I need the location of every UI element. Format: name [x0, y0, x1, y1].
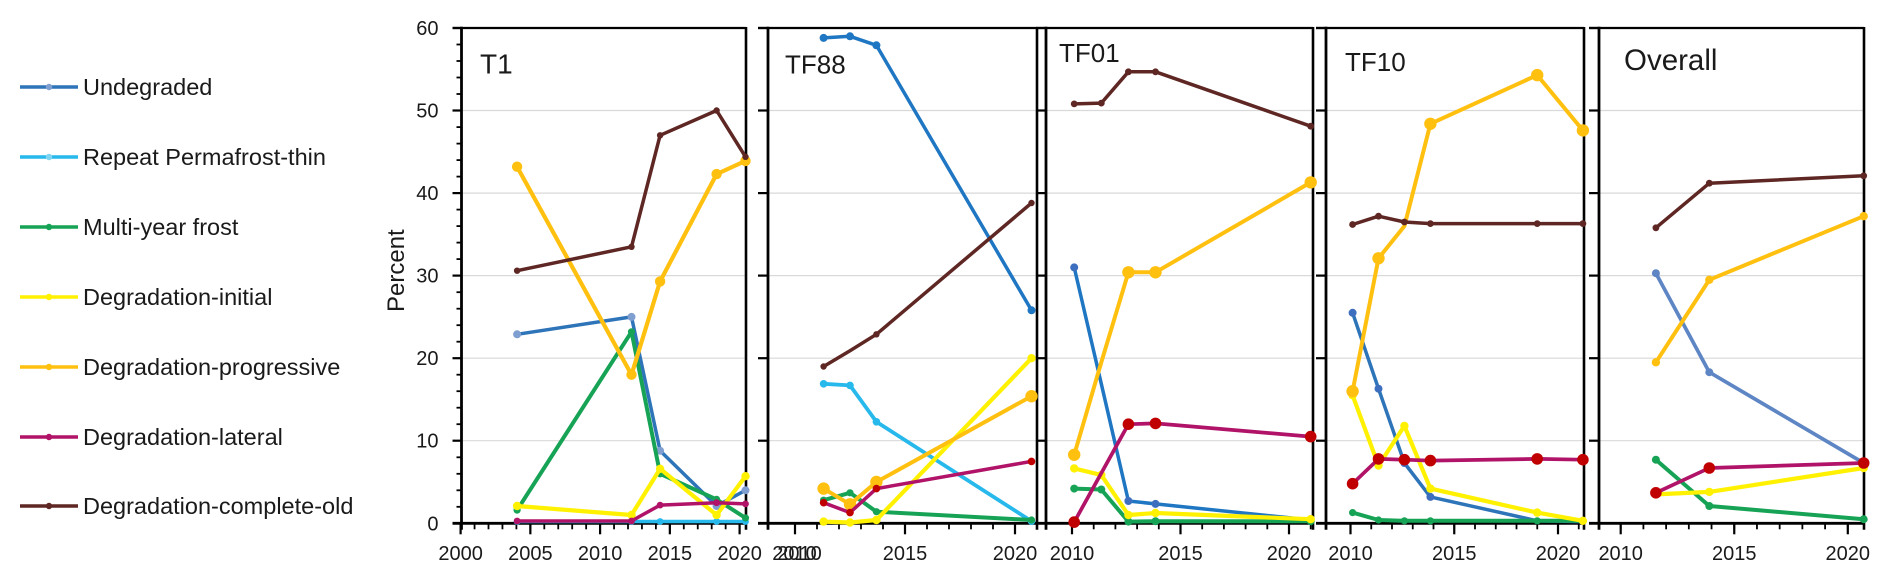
svg-text:2020: 2020: [1826, 543, 1871, 565]
svg-text:2020: 2020: [993, 543, 1038, 565]
svg-text:Undegraded: Undegraded: [83, 74, 212, 100]
svg-text:TF01: TF01: [1059, 38, 1120, 68]
svg-text:2015: 2015: [1158, 543, 1203, 565]
svg-text:2010: 2010: [1050, 543, 1095, 565]
svg-text:2005: 2005: [508, 543, 553, 565]
svg-text:TF10: TF10: [1345, 47, 1406, 77]
svg-text:10: 10: [416, 431, 438, 453]
svg-text:Percent: Percent: [383, 229, 410, 312]
svg-text:2010: 2010: [1328, 543, 1373, 565]
svg-text:Overall: Overall: [1624, 44, 1717, 77]
svg-text:50: 50: [416, 101, 438, 123]
svg-text:20: 20: [416, 348, 438, 370]
svg-text:40: 40: [416, 183, 438, 205]
svg-text:Degradation-initial: Degradation-initial: [83, 284, 272, 310]
svg-text:2010: 2010: [1598, 543, 1643, 565]
svg-text:T1: T1: [480, 49, 513, 80]
svg-text:2010: 2010: [578, 543, 623, 565]
svg-text:Multi-year frost: Multi-year frost: [83, 214, 239, 240]
svg-text:2010: 2010: [777, 543, 822, 565]
svg-text:Degradation-complete-old: Degradation-complete-old: [83, 493, 353, 519]
svg-text:30: 30: [416, 266, 438, 288]
svg-text:2020: 2020: [1267, 543, 1312, 565]
svg-text:2020: 2020: [1536, 543, 1581, 565]
svg-text:60: 60: [416, 18, 438, 40]
svg-text:2010: 2010: [772, 543, 817, 565]
svg-text:2015: 2015: [1712, 543, 1757, 565]
svg-text:2015: 2015: [1432, 543, 1477, 565]
svg-text:2020: 2020: [717, 543, 762, 565]
svg-text:2015: 2015: [648, 543, 693, 565]
svg-text:2015: 2015: [883, 543, 928, 565]
svg-text:Degradation-progressive: Degradation-progressive: [83, 354, 340, 380]
svg-text:Degradation-lateral: Degradation-lateral: [83, 424, 283, 450]
svg-text:0: 0: [427, 513, 438, 535]
svg-text:2000: 2000: [438, 543, 483, 565]
svg-text:TF88: TF88: [785, 50, 846, 80]
svg-text:Repeat Permafrost-thin: Repeat Permafrost-thin: [83, 144, 326, 170]
